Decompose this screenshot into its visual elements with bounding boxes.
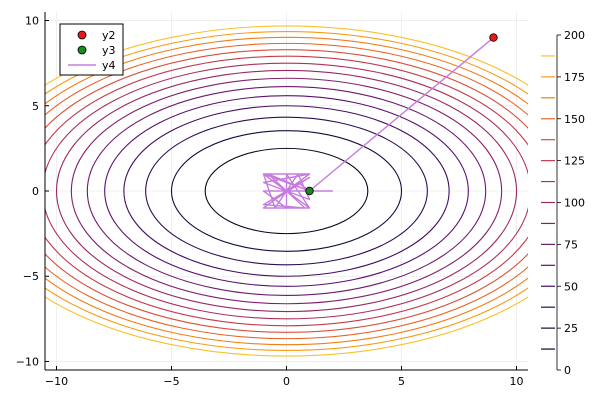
- legend-label-y3: y3: [102, 44, 116, 57]
- x-tick-label: 0: [283, 375, 290, 388]
- colorbar-tick-label: 25: [564, 322, 578, 335]
- x-tick-labels: −10 −5 0 5 10: [45, 366, 524, 388]
- contour-level: [104, 95, 469, 287]
- legend-label-y4: y4: [102, 59, 116, 72]
- y-tick-label: −10: [16, 355, 39, 368]
- contour-level: [123, 105, 450, 277]
- y-tick-label: −5: [23, 270, 39, 283]
- colorbar: 0 25 50 75 100 125 150 175 200: [541, 29, 585, 377]
- contour-level: [145, 116, 428, 266]
- legend-label-y2: y2: [102, 29, 116, 42]
- colorbar-tick-label: 175: [564, 71, 585, 84]
- contour-level: [204, 147, 369, 235]
- legend-marker-y3: [77, 45, 87, 55]
- colorbar-tick-label: 0: [564, 364, 571, 377]
- contour-level: [45, 25, 528, 357]
- contour-level: [45, 31, 528, 351]
- colorbar-tick-label: 200: [564, 29, 585, 42]
- colorbar-tick-label: 100: [564, 197, 585, 210]
- colorbar-tick-label: 125: [564, 155, 585, 168]
- y-tick-label: 5: [32, 100, 39, 113]
- series-line-y4: [262, 37, 494, 209]
- series-y2: [489, 33, 498, 42]
- colorbar-tick-label: 150: [564, 113, 585, 126]
- contour-level: [45, 36, 528, 346]
- colorbar-tick-label: 75: [564, 238, 578, 251]
- y-tick-label: 10: [25, 15, 39, 28]
- series-y4: [262, 37, 494, 209]
- x-tick-label: −5: [163, 375, 179, 388]
- legend-marker-y2: [77, 30, 87, 40]
- legend: y2 y3 y4: [59, 23, 124, 76]
- x-tick-label: 10: [510, 375, 524, 388]
- colorbar-tick-label: 50: [564, 280, 578, 293]
- contour-level: [45, 55, 528, 327]
- data-point-y3: [305, 186, 314, 196]
- legend-box: [59, 23, 124, 76]
- contour-level: [55, 69, 518, 313]
- x-tick-label: 5: [398, 375, 405, 388]
- contour-level: [45, 62, 528, 320]
- y-tick-labels: −10 −5 0 5 10: [16, 15, 49, 368]
- y-tick-label: 0: [32, 185, 39, 198]
- x-tick-label: −10: [45, 375, 68, 388]
- contour-lines: [45, 25, 528, 357]
- contour-level: [170, 130, 403, 252]
- data-point-y2: [489, 33, 498, 42]
- contour-level: [70, 77, 503, 305]
- contour-level: [45, 42, 528, 340]
- contour-level: [45, 49, 528, 333]
- series-y3: [305, 186, 314, 196]
- contour-level: [86, 86, 487, 296]
